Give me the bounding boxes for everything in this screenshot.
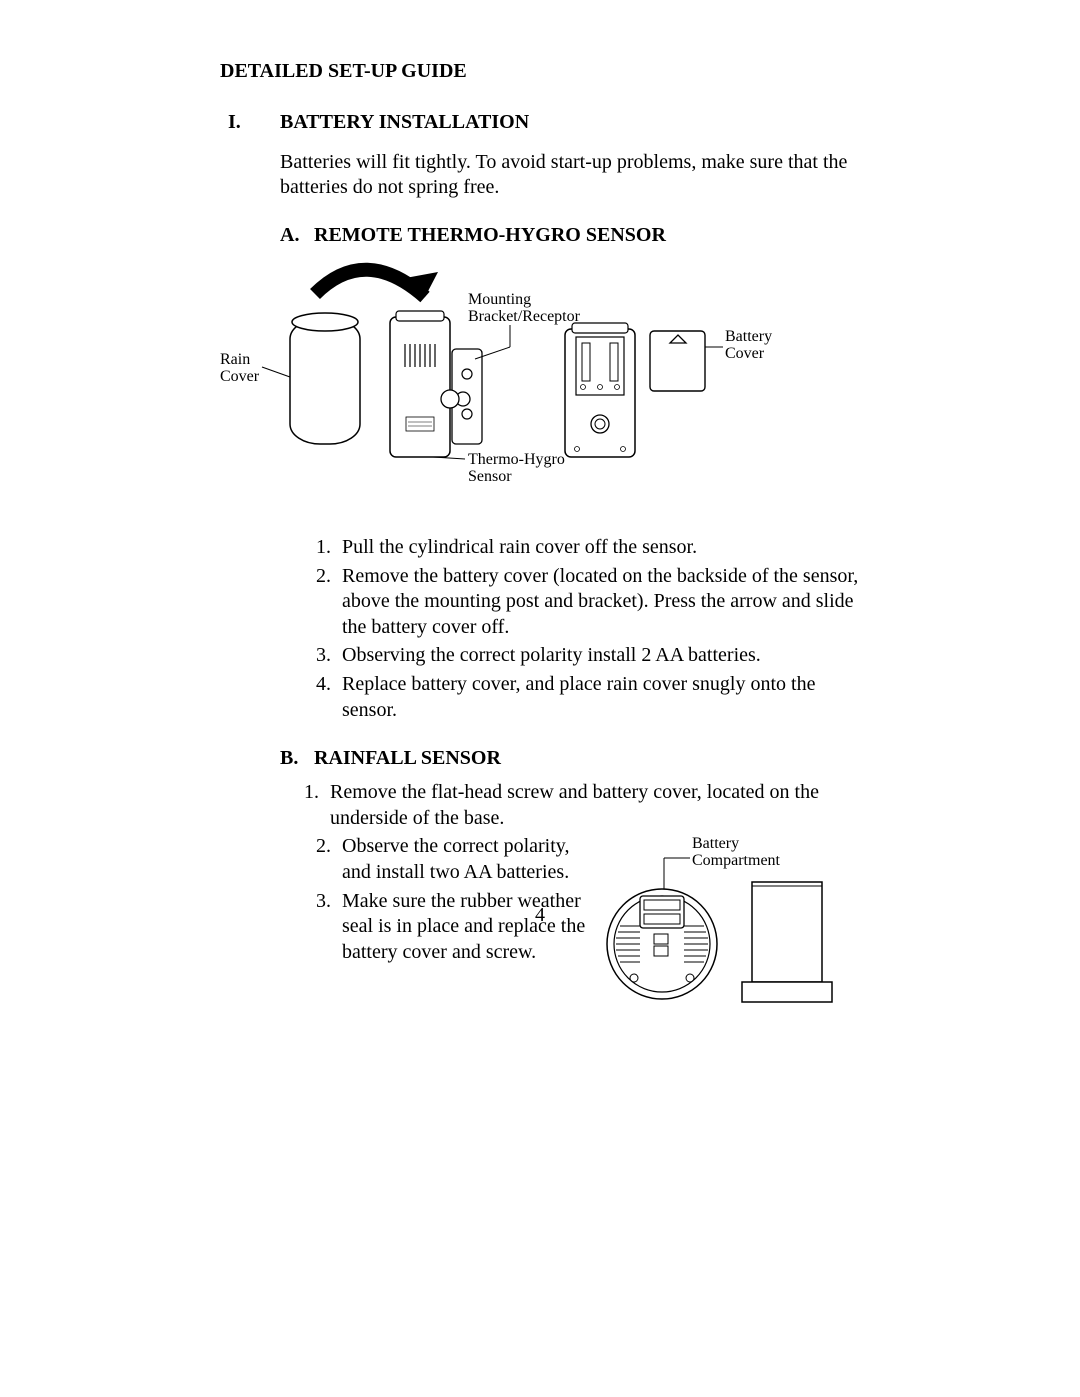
subsection-b-header: B. RAINFALL SENSOR bbox=[280, 747, 860, 770]
battery-compartment-label-1: Battery bbox=[692, 835, 739, 852]
subsection-a-steps: Pull the cylindrical rain cover off the … bbox=[292, 535, 860, 723]
diagram-thermo-hygro: Rain Cover bbox=[220, 259, 860, 509]
callout-line bbox=[433, 457, 465, 459]
subsection-a-header: A. REMOTE THERMO-HYGRO SENSOR bbox=[280, 224, 860, 247]
subsection-b-steps: Remove the flat-head screw and battery c… bbox=[280, 780, 860, 831]
section-1-heading: BATTERY INSTALLATION bbox=[280, 111, 529, 134]
list-item: Observing the correct polarity install 2… bbox=[336, 643, 860, 669]
page: DETAILED SET-UP GUIDE I. BATTERY INSTALL… bbox=[0, 0, 1080, 1397]
mounting-label-2: Bracket/Receptor bbox=[468, 308, 581, 325]
list-item: Pull the cylindrical rain cover off the … bbox=[336, 535, 860, 561]
subsection-b-heading: RAINFALL SENSOR bbox=[314, 747, 501, 770]
callout-line bbox=[262, 367, 290, 377]
battery-cover-label-2: Cover bbox=[725, 345, 765, 362]
rainfall-side-shape bbox=[742, 882, 832, 1002]
diagram-b-svg: Battery Compartment bbox=[592, 834, 852, 1024]
section-1-number: I. bbox=[220, 111, 280, 134]
section-1-header: I. BATTERY INSTALLATION bbox=[220, 111, 860, 134]
page-number: 4 bbox=[0, 904, 1080, 927]
diagram-rainfall: Battery Compartment bbox=[592, 834, 852, 1029]
main-title: DETAILED SET-UP GUIDE bbox=[220, 60, 860, 83]
diagram-a-svg: Rain Cover bbox=[220, 259, 860, 504]
rain-cover-shape bbox=[290, 313, 360, 444]
subsection-a-heading: REMOTE THERMO-HYGRO SENSOR bbox=[314, 224, 666, 247]
mounting-label-1: Mounting bbox=[468, 291, 531, 308]
subsection-b-letter: B. bbox=[280, 747, 314, 770]
list-item: Remove the battery cover (located on the… bbox=[336, 564, 860, 641]
subsection-a-letter: A. bbox=[280, 224, 314, 247]
battery-cover-label-1: Battery bbox=[725, 328, 772, 345]
battery-compartment-label-2: Compartment bbox=[692, 852, 781, 869]
list-item: Replace battery cover, and place rain co… bbox=[336, 672, 860, 723]
rain-cover-label-1: Rain bbox=[220, 351, 250, 368]
list-item: Remove the flat-head screw and battery c… bbox=[324, 780, 860, 831]
subsection-b-steps-cont: Observe the correct polarity, and instal… bbox=[292, 834, 592, 965]
thermo-label-2: Sensor bbox=[468, 468, 512, 485]
battery-cover-shape bbox=[650, 331, 705, 391]
arrow-icon bbox=[315, 270, 438, 297]
list-item: Observe the correct polarity, and instal… bbox=[336, 834, 592, 885]
thermo-label-1: Thermo-Hygro bbox=[468, 451, 565, 468]
sensor-body-shape bbox=[390, 311, 450, 457]
section-1-intro: Batteries will fit tightly. To avoid sta… bbox=[280, 150, 860, 200]
sensor-back-shape bbox=[565, 323, 635, 457]
rain-cover-label-2: Cover bbox=[220, 368, 260, 385]
